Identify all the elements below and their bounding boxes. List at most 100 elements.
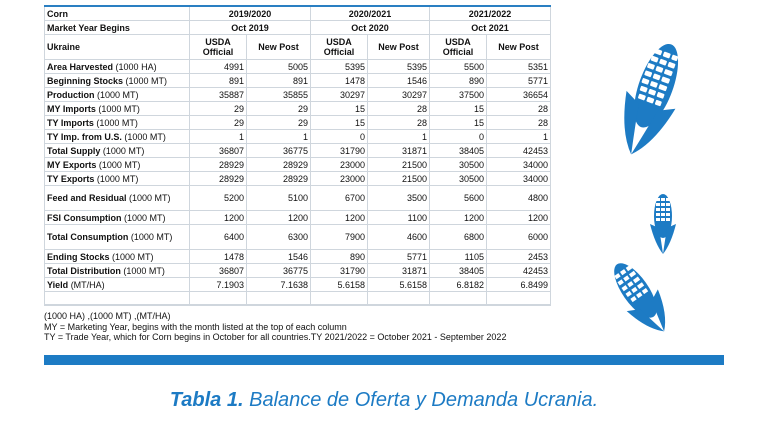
table-row: Feed and Residual (1000 MT) 5200 5100 6700 3… xyxy=(44,185,552,211)
row-label: TY Imports (1000 MT) xyxy=(44,115,190,130)
cell-value: 6.8182 xyxy=(429,277,488,292)
table-row: Ending Stocks (1000 MT) 1478 1546 890 5771 11… xyxy=(44,249,552,264)
supply-demand-table: Corn 2019/2020 2020/2021 2021/2022 Market Ye… xyxy=(44,5,552,306)
cell-value: 7.1638 xyxy=(245,277,312,292)
cell-value: 1200 xyxy=(245,210,312,225)
cell-value: 28 xyxy=(486,115,552,130)
row-label-name: FSI Consumption xyxy=(47,212,122,223)
row-label-unit: (MT/HA) xyxy=(68,279,105,290)
cell-value: 4991 xyxy=(189,59,247,74)
cell-value: 1 xyxy=(367,129,431,144)
cell-value: 1200 xyxy=(429,210,488,225)
table-caption: Tabla 1. Balance de Oferta y Demanda Ucr… xyxy=(0,389,768,412)
cell-value: 6000 xyxy=(486,224,552,250)
row-label-name: TY Exports xyxy=(47,173,95,184)
cell-value: 42453 xyxy=(486,263,552,278)
row-label-name: TY Imports xyxy=(47,117,94,128)
row-label: TY Imp. from U.S. (1000 MT) xyxy=(44,129,190,144)
cell-value: 890 xyxy=(429,73,488,88)
cell-value: 28 xyxy=(367,101,431,116)
cell-value: 5.6158 xyxy=(310,277,369,292)
cell-value: 1 xyxy=(189,129,247,144)
cell-value: 30297 xyxy=(310,87,369,102)
corn-icon-medium xyxy=(614,263,666,332)
row-label: Production (1000 MT) xyxy=(44,87,190,102)
cell-value: 35887 xyxy=(189,87,247,102)
corn-icon-small xyxy=(650,194,676,254)
cell-value: 30500 xyxy=(429,157,488,172)
row-label-name: Total Supply xyxy=(47,145,101,156)
cell-value: 1478 xyxy=(310,73,369,88)
cell-value: 38405 xyxy=(429,263,488,278)
cell-value: 21500 xyxy=(367,171,431,186)
cell-value: 5100 xyxy=(245,185,312,211)
cell-value: 29 xyxy=(189,115,247,130)
caption-text: Balance de Oferta y Demanda Ucrania. xyxy=(243,389,599,411)
row-label: Yield (MT/HA) xyxy=(44,277,190,292)
row-label-unit: (1000 MT) xyxy=(96,159,141,170)
period-begins-2: Oct 2021 xyxy=(429,20,552,35)
cell-value: 29 xyxy=(189,101,247,116)
cell-value: 1200 xyxy=(310,210,369,225)
row-label: MY Exports (1000 MT) xyxy=(44,157,190,172)
cell-value: 23000 xyxy=(310,157,369,172)
cell-value: 5351 xyxy=(486,59,552,74)
cell-value: 6.8499 xyxy=(486,277,552,292)
row-label: FSI Consumption (1000 MT) xyxy=(44,210,190,225)
row-label-unit: (1000 MT) xyxy=(128,232,173,242)
table-row: TY Imports (1000 MT) 29 29 15 28 15 28 xyxy=(44,115,552,130)
empty-cell xyxy=(486,291,552,306)
table-row: TY Imp. from U.S. (1000 MT) 1 1 0 1 0 1 xyxy=(44,129,552,144)
cell-value: 23000 xyxy=(310,171,369,186)
cell-value: 6300 xyxy=(245,224,312,250)
table-row: MY Exports (1000 MT) 28929 28929 23000 21500… xyxy=(44,157,552,172)
row-label: MY Imports (1000 MT) xyxy=(44,101,190,116)
cell-value: 5771 xyxy=(486,73,552,88)
cell-value: 36775 xyxy=(245,263,312,278)
row-label: Total Distribution (1000 MT) xyxy=(44,263,190,278)
cell-value: 0 xyxy=(429,129,488,144)
cell-value: 36807 xyxy=(189,143,247,158)
corn-icon-large xyxy=(624,43,679,155)
cell-value: 890 xyxy=(310,249,369,264)
table-row: Total Consumption (1000 MT) 6400 6300 7900 4… xyxy=(44,224,552,250)
row-label-unit: (1000 MT) xyxy=(121,131,166,142)
cell-value: 6700 xyxy=(310,185,369,211)
table-row: Area Harvested (1000 HA) 4991 5005 5395 5395… xyxy=(44,59,552,74)
period-year-1: 2020/2021 xyxy=(310,5,431,21)
row-label-name: Beginning Stocks xyxy=(47,75,124,86)
cell-value: 36807 xyxy=(189,263,247,278)
empty-row xyxy=(44,291,552,306)
table-row: Production (1000 MT) 35887 35855 30297 30297… xyxy=(44,87,552,102)
cell-value: 36654 xyxy=(486,87,552,102)
cell-value: 5395 xyxy=(367,59,431,74)
cell-value: 42453 xyxy=(486,143,552,158)
cell-value: 1 xyxy=(486,129,552,144)
row-label-unit: (1000 MT) xyxy=(93,117,138,128)
row-label: Total Supply (1000 MT) xyxy=(44,143,190,158)
cell-value: 28 xyxy=(486,101,552,116)
table-row: FSI Consumption (1000 MT) 1200 1200 1200 110… xyxy=(44,210,552,225)
header-row-years: Corn 2019/2020 2020/2021 2021/2022 xyxy=(44,5,552,21)
cell-value: 1546 xyxy=(245,249,312,264)
cell-value: 5005 xyxy=(245,59,312,74)
row-label-name: MY Imports xyxy=(47,103,96,114)
cell-value: 5771 xyxy=(367,249,431,264)
row-label-name: Yield xyxy=(47,279,69,290)
source-usda-0: USDA Official xyxy=(189,34,247,60)
cell-value: 7900 xyxy=(310,224,369,250)
row-label: Beginning Stocks (1000 MT) xyxy=(44,73,190,88)
cell-value: 15 xyxy=(310,115,369,130)
row-label-unit: (1000 MT) xyxy=(94,89,139,100)
period-begins-0: Oct 2019 xyxy=(188,20,312,35)
cell-value: 31871 xyxy=(367,263,431,278)
market-year-label: Market Year Begins xyxy=(44,20,190,35)
row-label-unit: (1000 MT) xyxy=(95,103,140,114)
cell-value: 1105 xyxy=(429,249,488,264)
period-begins-1: Oct 2020 xyxy=(310,20,431,35)
row-label-unit: (1000 MT) xyxy=(100,145,145,156)
cell-value: 15 xyxy=(429,101,488,116)
cell-value: 34000 xyxy=(486,157,552,172)
cell-value: 28929 xyxy=(189,171,247,186)
cell-value: 35855 xyxy=(245,87,312,102)
